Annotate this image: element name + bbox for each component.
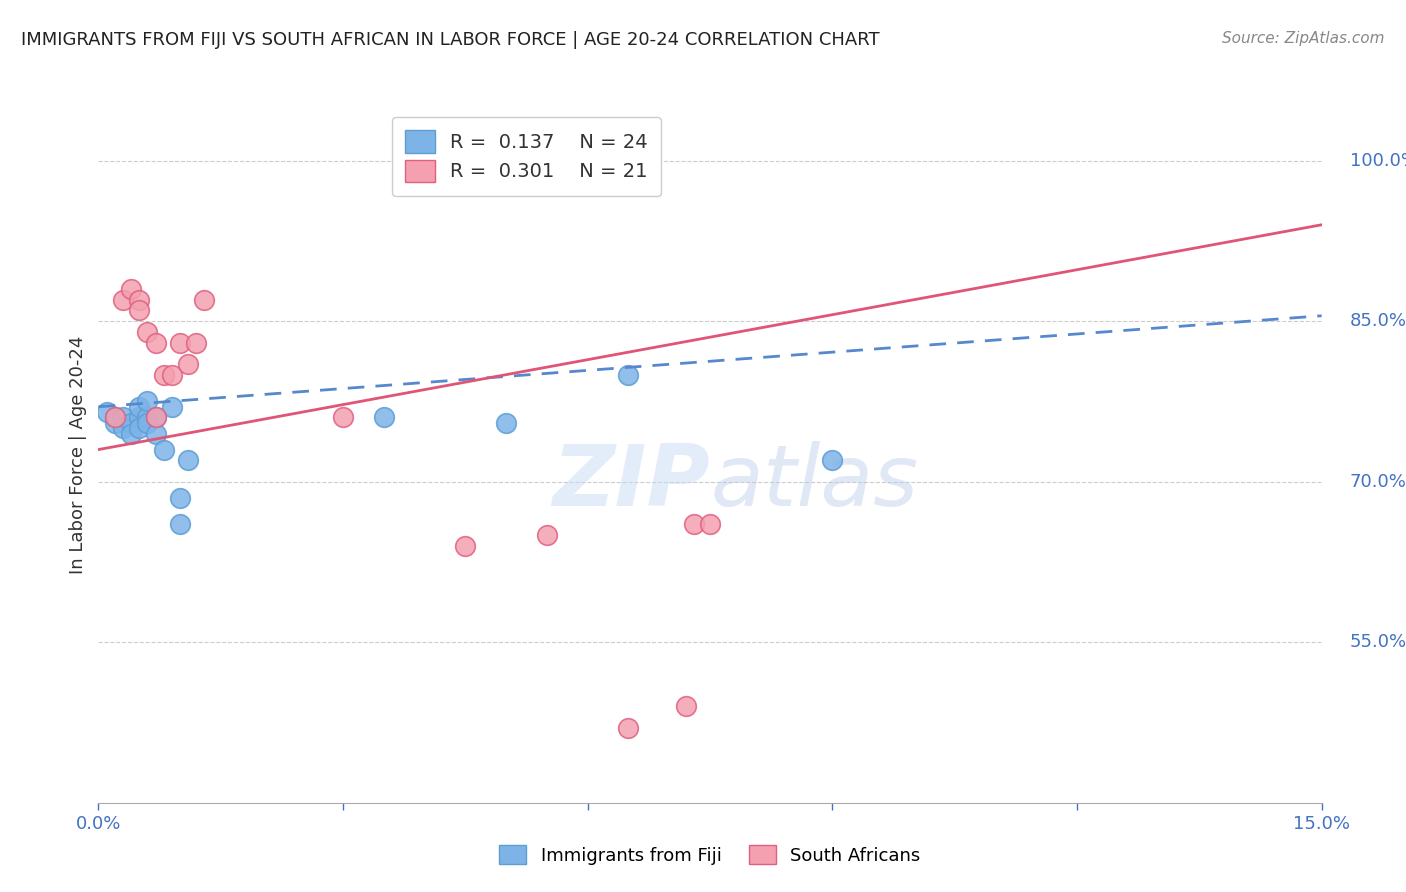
Text: 100.0%: 100.0% (1350, 152, 1406, 169)
Point (111, 421, 134, 435)
Point (617, 368, 640, 382)
Point (373, 410, 395, 425)
Point (145, 335, 167, 350)
Point (152, 442, 174, 457)
Point (160, 400, 183, 414)
Point (617, 721, 640, 735)
Point (128, 400, 150, 414)
Text: Source: ZipAtlas.com: Source: ZipAtlas.com (1222, 31, 1385, 46)
Point (821, 453, 844, 467)
Point (332, 410, 354, 425)
Text: atlas: atlas (710, 442, 918, 524)
Point (128, 410, 150, 425)
Point (454, 539, 477, 553)
Point (177, 357, 200, 371)
Point (128, 293, 150, 307)
Text: ZIP: ZIP (553, 442, 710, 524)
Point (111, 293, 134, 307)
Legend: Immigrants from Fiji, South Africans: Immigrants from Fiji, South Africans (491, 837, 929, 874)
Point (128, 421, 150, 435)
Point (186, 335, 208, 350)
Point (120, 426, 142, 441)
Text: 85.0%: 85.0% (1350, 312, 1406, 330)
Point (699, 517, 721, 532)
Point (160, 368, 183, 382)
Point (104, 416, 127, 430)
Point (495, 416, 517, 430)
Point (682, 517, 704, 532)
Point (145, 410, 167, 425)
Point (96, 405, 118, 419)
Point (136, 416, 159, 430)
Point (536, 528, 558, 542)
Point (128, 303, 150, 318)
Text: 70.0%: 70.0% (1350, 473, 1406, 491)
Point (120, 282, 142, 296)
Point (675, 699, 697, 714)
Point (120, 416, 142, 430)
Point (136, 325, 159, 339)
Point (111, 410, 134, 425)
Point (152, 368, 174, 382)
Point (169, 517, 191, 532)
Text: 55.0%: 55.0% (1350, 633, 1406, 651)
Point (145, 410, 167, 425)
Point (136, 410, 159, 425)
Point (177, 453, 200, 467)
Y-axis label: In Labor Force | Age 20-24: In Labor Force | Age 20-24 (69, 335, 87, 574)
Point (136, 394, 159, 409)
Point (145, 426, 167, 441)
Text: IMMIGRANTS FROM FIJI VS SOUTH AFRICAN IN LABOR FORCE | AGE 20-24 CORRELATION CHA: IMMIGRANTS FROM FIJI VS SOUTH AFRICAN IN… (21, 31, 880, 49)
Point (104, 410, 127, 425)
Point (169, 491, 191, 505)
Point (169, 335, 191, 350)
Point (193, 293, 215, 307)
Point (104, 410, 127, 425)
